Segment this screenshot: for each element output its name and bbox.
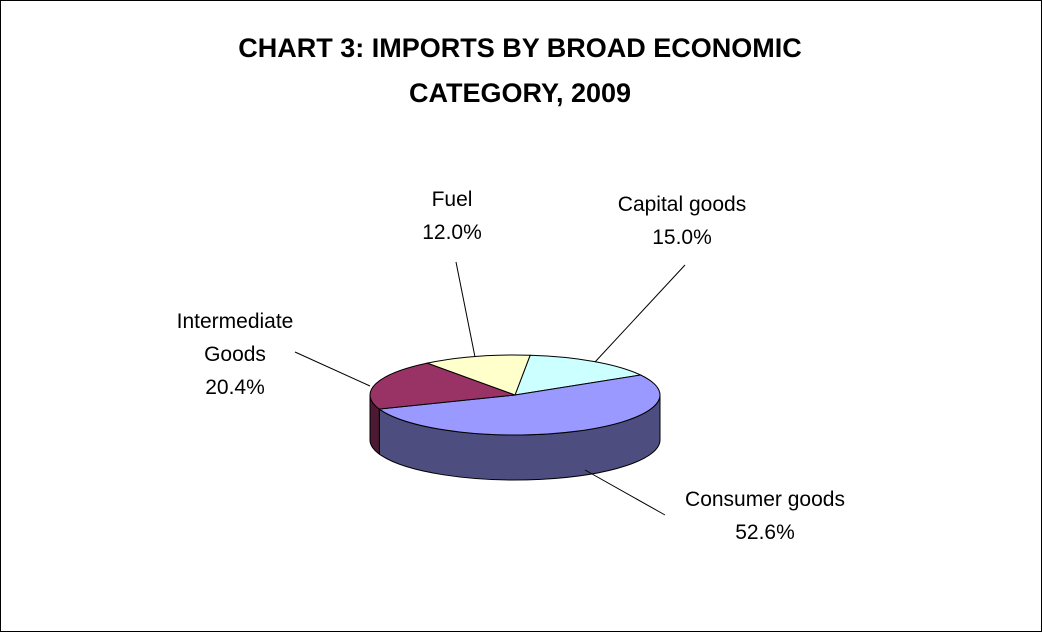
- data-label: Capital goods 15.0%: [602, 188, 762, 254]
- slice: [425, 354, 531, 396]
- category-label: Intermediate Goods: [176, 310, 294, 366]
- leader-line: [584, 469, 666, 516]
- slice: [514, 354, 643, 396]
- data-label: Consumer goods 52.6%: [685, 483, 845, 549]
- leader-line: [455, 261, 476, 358]
- data-label: Fuel 12.0%: [372, 183, 532, 249]
- data-label: Intermediate Goods 20.4%: [165, 305, 305, 404]
- category-label: Consumer goods: [685, 488, 845, 511]
- slice: [377, 374, 661, 436]
- category-label: Capital goods: [617, 193, 747, 216]
- slice: [369, 362, 516, 410]
- category-label: Fuel: [431, 188, 473, 211]
- value-label: 52.6%: [735, 521, 795, 544]
- leader-line: [594, 264, 686, 363]
- value-label: 15.0%: [652, 226, 712, 249]
- value-label: 20.4%: [205, 376, 265, 399]
- value-label: 12.0%: [422, 221, 482, 244]
- chart-title: CHART 3: IMPORTS BY BROAD ECONOMIC CATEG…: [238, 33, 802, 108]
- leader-line: [294, 351, 371, 387]
